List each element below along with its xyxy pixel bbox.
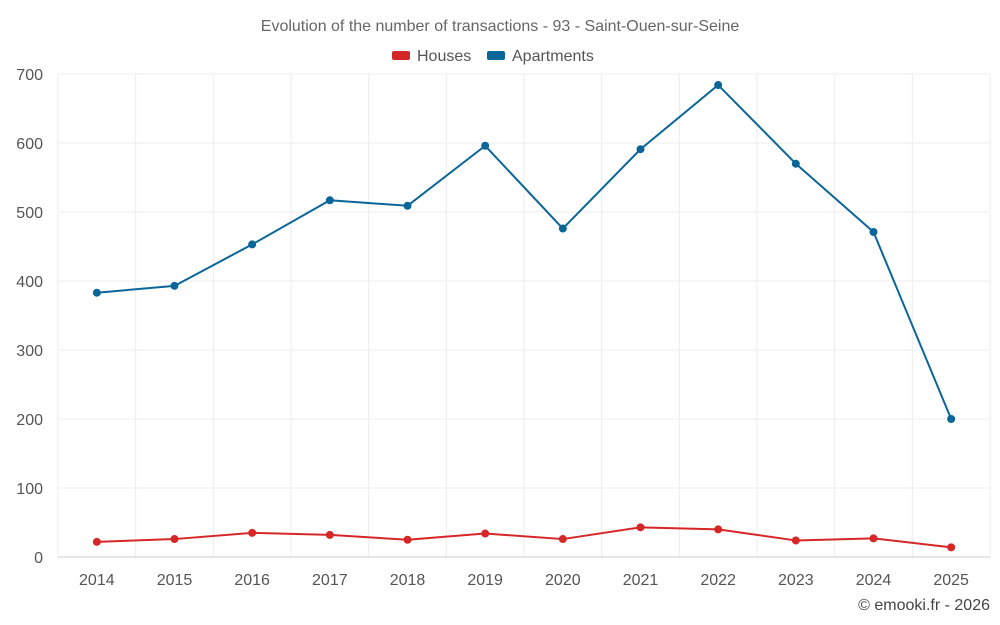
data-point-houses[interactable] [325, 530, 334, 539]
legend: Houses Apartments [392, 48, 594, 65]
series [92, 81, 956, 552]
data-point-apartments[interactable] [791, 159, 800, 168]
data-point-apartments[interactable] [325, 196, 334, 205]
data-point-apartments[interactable] [714, 81, 723, 90]
x-tick-label: 2020 [545, 572, 581, 589]
series-apartments [92, 81, 956, 423]
y-tick-label: 200 [16, 412, 43, 429]
x-tick-label: 2016 [234, 572, 270, 589]
x-tick-label: 2018 [390, 572, 426, 589]
legend-item-apartments[interactable]: Apartments [487, 48, 594, 65]
data-point-houses[interactable] [947, 543, 956, 552]
data-point-houses[interactable] [170, 535, 179, 544]
data-point-houses[interactable] [714, 525, 723, 534]
legend-swatch-apartments [487, 51, 505, 60]
legend-swatch-houses [392, 51, 410, 60]
data-point-houses[interactable] [636, 523, 645, 532]
x-tick-label: 2021 [623, 572, 659, 589]
data-point-apartments[interactable] [869, 228, 878, 237]
gridlines [57, 73, 991, 557]
x-tick-label: 2014 [79, 572, 115, 589]
data-point-houses[interactable] [403, 535, 412, 544]
series-line-houses [96, 526, 952, 549]
y-tick-label: 500 [16, 205, 43, 222]
y-tick-label: 0 [34, 550, 43, 567]
data-point-houses[interactable] [248, 528, 257, 537]
data-point-apartments[interactable] [558, 224, 567, 233]
y-tick-label: 600 [16, 136, 43, 153]
series-line-apartments [96, 84, 953, 420]
legend-item-houses[interactable]: Houses [392, 48, 471, 65]
data-point-houses[interactable] [481, 529, 490, 538]
y-tick-label: 700 [16, 67, 43, 84]
data-point-apartments[interactable] [636, 145, 645, 154]
x-tick-label: 2015 [157, 572, 193, 589]
data-point-apartments[interactable] [248, 240, 257, 249]
series-houses [92, 523, 956, 552]
chart-title: Evolution of the number of transactions … [261, 18, 740, 35]
x-tick-label: 2017 [312, 572, 348, 589]
data-point-apartments[interactable] [92, 288, 101, 297]
data-point-houses[interactable] [92, 537, 101, 546]
data-point-apartments[interactable] [403, 201, 412, 210]
y-tick-label: 100 [16, 481, 43, 498]
axes: 0 100 200 300 400 500 600 700 2014 2015 2016 2017 20… [16, 67, 990, 589]
x-tick-label: 2023 [778, 572, 814, 589]
data-point-apartments[interactable] [947, 415, 956, 423]
credit-text: © emooki.fr - 2026 [858, 597, 990, 614]
x-tick-label: 2025 [933, 572, 969, 589]
y-tick-label: 300 [16, 343, 43, 360]
x-tick-label: 2019 [467, 572, 503, 589]
data-point-houses[interactable] [558, 535, 567, 544]
x-tick-label: 2024 [856, 572, 892, 589]
y-tick-label: 400 [16, 274, 43, 291]
data-point-apartments[interactable] [170, 281, 179, 290]
data-point-houses[interactable] [791, 536, 800, 545]
legend-label-apartments: Apartments [512, 48, 594, 65]
x-tick-label: 2022 [700, 572, 736, 589]
data-point-houses[interactable] [869, 534, 878, 543]
data-point-apartments[interactable] [481, 141, 490, 150]
legend-label-houses: Houses [417, 48, 471, 65]
